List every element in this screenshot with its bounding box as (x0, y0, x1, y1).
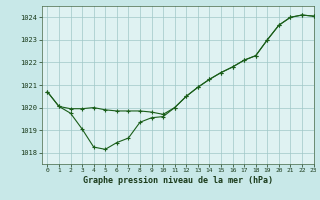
X-axis label: Graphe pression niveau de la mer (hPa): Graphe pression niveau de la mer (hPa) (83, 176, 273, 185)
